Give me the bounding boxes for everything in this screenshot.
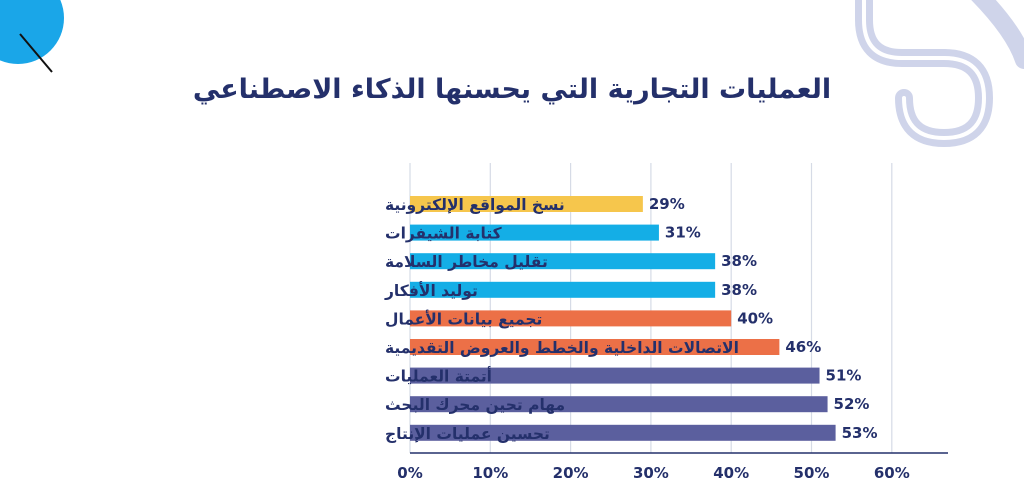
category-label: تحسين عمليات الإنتاج bbox=[385, 425, 550, 443]
bar bbox=[410, 224, 659, 241]
data-label: 31% bbox=[665, 224, 701, 242]
chart-title: العمليات التجارية التي يحسنها الذكاء الا… bbox=[192, 74, 832, 105]
x-tick-label: 10% bbox=[472, 464, 508, 482]
category-label: أتمتة العمليات bbox=[385, 367, 492, 386]
x-tick-label: 50% bbox=[794, 464, 830, 482]
x-tick-label: 0% bbox=[397, 464, 422, 482]
corner-circle-decoration bbox=[0, 0, 64, 73]
data-label: 53% bbox=[842, 424, 878, 442]
data-label: 46% bbox=[785, 338, 821, 356]
bar bbox=[410, 367, 820, 384]
x-tick-label: 30% bbox=[633, 464, 669, 482]
x-tick-label: 40% bbox=[713, 464, 749, 482]
bar bbox=[410, 281, 716, 298]
category-label: تقليل مخاطر السلامة bbox=[385, 253, 548, 271]
category-label: مهام تحين محرك البحث bbox=[385, 396, 565, 414]
category-label: تجميع بيانات الأعمال bbox=[385, 309, 542, 328]
bar bbox=[410, 253, 716, 270]
data-label: 29% bbox=[649, 195, 685, 213]
bar bbox=[410, 339, 780, 355]
bar bbox=[410, 196, 643, 212]
data-label: 40% bbox=[737, 309, 773, 327]
bar bbox=[410, 310, 732, 327]
x-tick-label: 20% bbox=[553, 464, 589, 482]
data-label: 51% bbox=[826, 367, 862, 385]
corner-shapes-decoration bbox=[855, 0, 1024, 148]
data-label: 38% bbox=[721, 281, 757, 299]
data-label: 38% bbox=[721, 252, 757, 270]
category-label: الاتصالات الداخلية والخطط والعروض التقدي… bbox=[385, 339, 739, 357]
data-label: 52% bbox=[834, 395, 870, 413]
bar bbox=[410, 424, 836, 441]
x-tick-label: 60% bbox=[874, 464, 910, 482]
category-label: كتابة الشيفرات bbox=[385, 225, 503, 243]
category-label: نسخ المواقع الإلكترونية bbox=[385, 196, 565, 214]
category-label: توليد الأفكار bbox=[384, 281, 478, 300]
bar bbox=[410, 396, 828, 413]
